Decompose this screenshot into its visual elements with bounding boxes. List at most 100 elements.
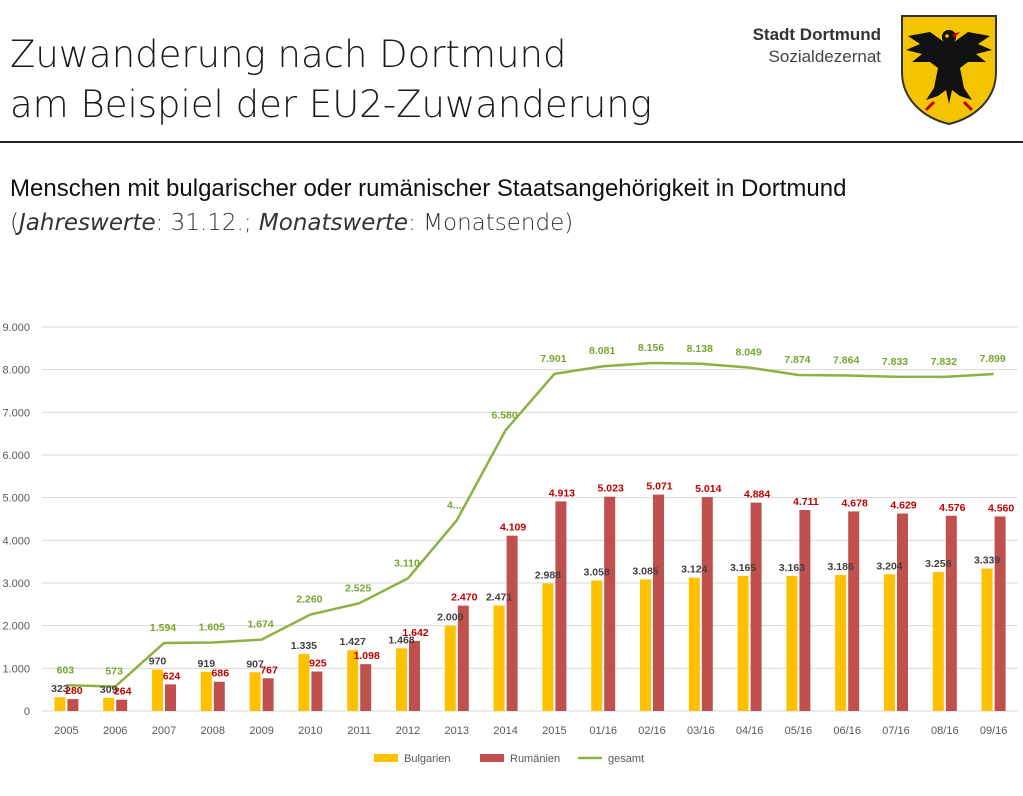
label-gesamt: 2.525	[345, 582, 371, 594]
bar-bulgarien	[981, 568, 993, 711]
x-tick-label: 07/16	[882, 725, 910, 737]
label-gesamt: 603	[57, 664, 75, 676]
bar-bulgarien	[493, 605, 505, 711]
bar-bulgarien	[591, 580, 603, 711]
title-line-1: Zuwanderung nach Dortmund	[10, 33, 567, 76]
note-jahres-val: : 31.12.;	[155, 210, 259, 236]
label-rumaenien: 1.642	[402, 627, 428, 639]
label-gesamt: 573	[105, 666, 123, 678]
label-bulgarien: 3.186	[828, 561, 854, 573]
bar-bulgarien	[640, 579, 651, 711]
y-tick-label: 4.000	[2, 535, 30, 547]
bar-bulgarien	[54, 697, 66, 711]
label-rumaenien: 264	[114, 686, 132, 698]
label-gesamt: 4....	[447, 499, 465, 511]
label-rumaenien: 5.071	[646, 481, 672, 493]
y-axis-ticks: 0 1.000 2.000 3.000 4.000 5.000 6.000 7.000 8.00…	[2, 322, 30, 718]
page-title: Zuwanderung nach Dortmund am Beispiel de…	[10, 30, 652, 130]
x-tick-label: 02/16	[638, 725, 666, 737]
x-tick-label: 2010	[298, 725, 322, 737]
bar-rumaenien	[116, 699, 128, 711]
label-gesamt: 8.138	[687, 343, 713, 355]
x-tick-label: 2013	[445, 725, 469, 737]
label-gesamt: 1.594	[150, 622, 176, 634]
bar-bulgarien	[835, 575, 847, 711]
x-tick-label: 2012	[396, 725, 420, 737]
x-tick-label: 2015	[542, 725, 566, 737]
bar-bulgarien	[249, 672, 261, 711]
label-rumaenien: 2.470	[451, 592, 477, 604]
x-tick-label: 2005	[54, 725, 78, 737]
label-rumaenien: 4.560	[988, 502, 1014, 514]
bar-rumaenien	[945, 515, 957, 711]
label-bulgarien: 3.204	[876, 560, 902, 572]
label-bulgarien: 970	[149, 656, 167, 668]
title-line-2: am Beispiel der EU2-Zuwanderung	[10, 83, 652, 126]
label-bulgarien: 3.256	[925, 558, 951, 570]
label-bulgarien: 3.058	[584, 567, 610, 579]
label-bulgarien: 1.335	[291, 640, 317, 652]
label-rumaenien: 686	[212, 668, 230, 680]
label-rumaenien: 4.884	[744, 489, 770, 501]
label-bulgarien: 1.427	[340, 636, 366, 648]
bar-rumaenien	[555, 501, 567, 711]
y-tick-label: 0	[24, 706, 30, 718]
label-bulgarien: 1.468	[388, 634, 414, 646]
bar-bulgarien	[396, 648, 407, 711]
label-gesamt: 8.156	[638, 342, 664, 354]
label-bulgarien: 3.163	[779, 562, 805, 574]
label-gesamt: 1.605	[199, 622, 225, 634]
x-tick-label: 08/16	[931, 725, 959, 737]
bar-rumaenien	[848, 511, 860, 711]
org-block: Stadt Dortmund Sozialdezernat	[753, 24, 881, 68]
y-tick-label: 3.000	[2, 578, 30, 590]
label-rumaenien: 5.014	[695, 483, 721, 495]
bar-rumaenien	[213, 681, 225, 711]
legend-swatch	[374, 754, 398, 762]
x-tick-label: 01/16	[589, 725, 617, 737]
chart-subtitle: Menschen mit bulgarischer oder rumänisch…	[10, 175, 847, 202]
population-chart: 0 1.000 2.000 3.000 4.000 5.000 6.000 7.000 8.00…	[2, 322, 1018, 765]
y-tick-label: 2.000	[2, 621, 30, 633]
bar-rumaenien	[311, 671, 323, 711]
bar-bulgarien	[152, 669, 163, 711]
label-bulgarien: 2.988	[535, 570, 561, 582]
label-rumaenien: 925	[309, 658, 327, 670]
label-rumaenien: 280	[65, 685, 83, 697]
bar-marks	[54, 494, 1006, 711]
bar-rumaenien	[262, 678, 274, 711]
label-gesamt: 8.049	[735, 347, 761, 359]
x-tick-label: 2006	[103, 725, 127, 737]
bar-rumaenien	[799, 509, 811, 711]
gesamt-line	[66, 361, 994, 688]
bar-bulgarien	[786, 576, 798, 711]
legend: Bulgarien Rumänien gesamt	[374, 753, 644, 765]
bar-bulgarien	[298, 654, 310, 711]
bar-rumaenien	[653, 494, 664, 711]
label-rumaenien: 4.109	[500, 522, 526, 534]
label-bulgarien: 2.471	[486, 592, 512, 604]
x-tick-label: 2007	[152, 725, 176, 737]
x-tick-label: 09/16	[980, 725, 1008, 737]
label-rumaenien: 624	[163, 670, 181, 682]
note-jahres: Jahreswerte	[18, 210, 156, 236]
label-gesamt: 7.864	[833, 354, 859, 366]
label-gesamt: 7.833	[882, 356, 908, 368]
note-monats: Monatswerte	[258, 210, 409, 236]
bar-rumaenien	[994, 516, 1006, 711]
label-bulgarien: 3.165	[730, 562, 756, 574]
bar-rumaenien	[457, 605, 469, 711]
label-gesamt: 2.260	[296, 594, 322, 606]
label-rumaenien: 4.576	[939, 502, 965, 514]
bar-bulgarien	[737, 575, 749, 711]
bar-bulgarien	[542, 583, 554, 711]
bar-bulgarien	[103, 697, 115, 711]
x-tick-label: 05/16	[785, 725, 813, 737]
x-tick-label: 2011	[347, 725, 371, 737]
bar-bulgarien	[200, 671, 212, 711]
legend-label: Rumänien	[510, 753, 560, 765]
org-sub: Sozialdezernat	[768, 47, 881, 66]
label-bulgarien: 2.000	[437, 612, 463, 624]
x-tick-label: 06/16	[833, 725, 861, 737]
